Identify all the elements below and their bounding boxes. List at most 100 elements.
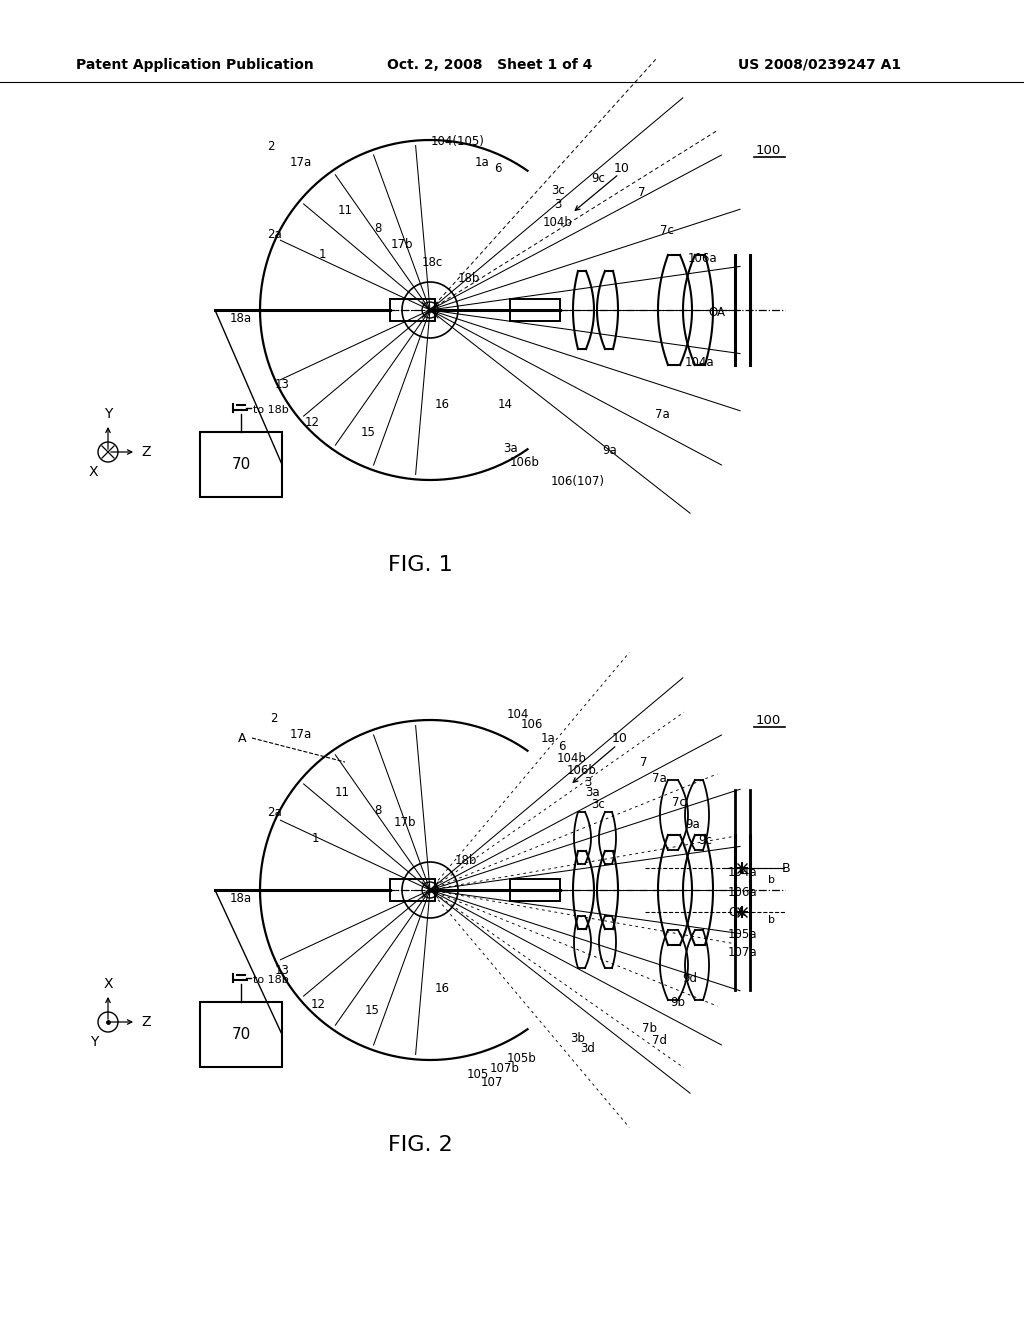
Text: 7b: 7b <box>642 1022 657 1035</box>
Text: 3c: 3c <box>591 799 605 812</box>
Text: b: b <box>768 915 775 925</box>
Text: 2: 2 <box>270 711 278 725</box>
Text: Y: Y <box>103 407 113 421</box>
Text: 70: 70 <box>231 457 251 473</box>
Text: 18b: 18b <box>455 854 477 866</box>
Text: 3c: 3c <box>551 183 565 197</box>
Text: FIG. 2: FIG. 2 <box>388 1135 453 1155</box>
Text: 15: 15 <box>365 1003 380 1016</box>
Text: 12: 12 <box>310 998 326 1011</box>
Text: 107: 107 <box>481 1076 503 1089</box>
Text: 7a: 7a <box>655 408 670 421</box>
Text: 18c: 18c <box>421 256 442 268</box>
Text: 18a: 18a <box>229 312 252 325</box>
Text: 3d: 3d <box>581 1041 595 1055</box>
Text: 9d: 9d <box>682 972 697 985</box>
Text: 9c: 9c <box>698 833 712 846</box>
Text: 10: 10 <box>614 161 630 174</box>
Text: 100: 100 <box>756 144 780 157</box>
Text: OA: OA <box>708 306 725 319</box>
Text: 3: 3 <box>585 776 592 788</box>
Text: 14: 14 <box>498 399 512 412</box>
Text: 13: 13 <box>274 379 290 392</box>
Text: 105a: 105a <box>728 928 758 941</box>
Text: 106a: 106a <box>728 887 758 899</box>
Text: US 2008/0239247 A1: US 2008/0239247 A1 <box>738 58 901 73</box>
Text: 10: 10 <box>612 731 628 744</box>
Text: FIG. 1: FIG. 1 <box>388 554 453 576</box>
Text: 11: 11 <box>338 203 352 216</box>
Bar <box>510 879 560 902</box>
Text: 7a: 7a <box>652 771 667 784</box>
Text: 100: 100 <box>756 714 780 726</box>
Text: 12: 12 <box>304 416 319 429</box>
Text: Patent Application Publication: Patent Application Publication <box>76 58 314 73</box>
Text: b: b <box>768 875 775 884</box>
Text: Z: Z <box>141 445 151 459</box>
Text: 17a: 17a <box>290 729 312 742</box>
Bar <box>200 1002 282 1067</box>
Text: 6: 6 <box>495 161 502 174</box>
Text: Y: Y <box>90 1035 98 1049</box>
Text: 9a: 9a <box>602 444 616 457</box>
Bar <box>510 300 560 321</box>
Text: 11: 11 <box>335 785 349 799</box>
Text: 8: 8 <box>375 804 382 817</box>
Text: 107a: 107a <box>728 945 758 958</box>
Text: 104a: 104a <box>685 355 715 368</box>
Text: 3: 3 <box>554 198 562 211</box>
Text: X: X <box>88 465 98 479</box>
Text: 1a: 1a <box>475 156 489 169</box>
Text: 9b: 9b <box>670 995 685 1008</box>
Text: 7: 7 <box>638 186 645 198</box>
Text: 3b: 3b <box>570 1031 586 1044</box>
Text: 1: 1 <box>311 832 318 845</box>
Text: 7c: 7c <box>660 223 674 236</box>
Bar <box>390 300 435 321</box>
Text: 7d: 7d <box>652 1034 667 1047</box>
Text: 3a: 3a <box>503 441 517 454</box>
Text: 106b: 106b <box>510 455 540 469</box>
Bar <box>200 432 282 498</box>
Text: 16: 16 <box>434 399 450 412</box>
Text: 106: 106 <box>521 718 543 731</box>
Text: 16: 16 <box>434 982 450 994</box>
Text: 9c: 9c <box>591 172 605 185</box>
Text: 1a: 1a <box>541 731 555 744</box>
Text: 106b: 106b <box>567 763 597 776</box>
Text: 106a: 106a <box>688 252 718 264</box>
Text: 17a: 17a <box>290 156 312 169</box>
Text: to 18b: to 18b <box>253 975 289 985</box>
Text: 2: 2 <box>267 140 275 153</box>
Bar <box>390 879 435 902</box>
Text: B: B <box>782 862 791 874</box>
Text: 1: 1 <box>318 248 326 261</box>
Text: 2a: 2a <box>267 228 282 242</box>
Text: X: X <box>103 977 113 991</box>
Text: 105: 105 <box>467 1068 489 1081</box>
Text: 7c: 7c <box>672 796 686 808</box>
Text: 18a: 18a <box>229 891 252 904</box>
Text: 7: 7 <box>640 755 647 768</box>
Text: 104a: 104a <box>728 866 758 879</box>
Text: 104b: 104b <box>543 215 573 228</box>
Text: 17b: 17b <box>394 816 416 829</box>
Text: 104(105): 104(105) <box>431 136 485 149</box>
Text: 3a: 3a <box>585 787 599 800</box>
Text: A: A <box>238 731 246 744</box>
Text: 15: 15 <box>360 425 376 438</box>
Text: 105b: 105b <box>507 1052 537 1064</box>
Text: 106(107): 106(107) <box>551 475 605 488</box>
Text: 2a: 2a <box>267 805 282 818</box>
Text: Oct. 2, 2008   Sheet 1 of 4: Oct. 2, 2008 Sheet 1 of 4 <box>387 58 593 73</box>
Text: 6: 6 <box>558 741 565 754</box>
Text: 18b: 18b <box>458 272 480 285</box>
Text: Z: Z <box>141 1015 151 1030</box>
Text: 104b: 104b <box>557 751 587 764</box>
Text: 17b: 17b <box>391 239 414 252</box>
Text: to 18b: to 18b <box>253 405 289 414</box>
Text: 107b: 107b <box>490 1061 520 1074</box>
Text: 8: 8 <box>375 222 382 235</box>
Text: 9a: 9a <box>685 818 699 832</box>
Text: OA: OA <box>728 906 745 919</box>
